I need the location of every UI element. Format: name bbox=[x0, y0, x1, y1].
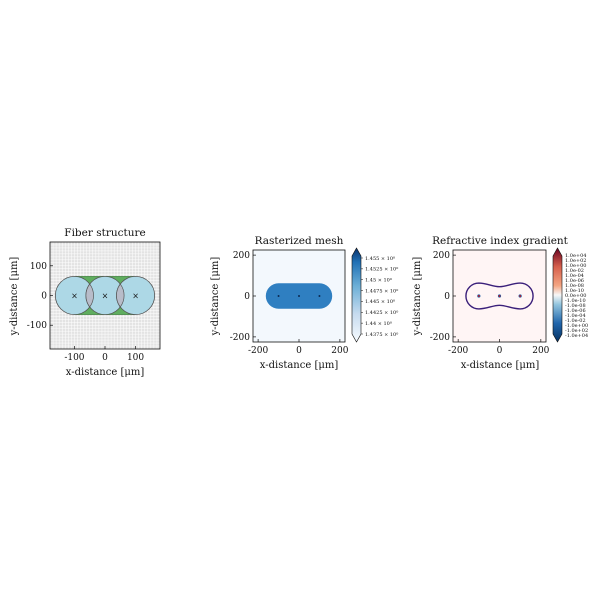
y-axis-label: y-distance [μm] bbox=[210, 257, 221, 337]
x-axis-label: x-distance [μm] bbox=[260, 360, 339, 371]
y-axis-label: y-distance [μm] bbox=[9, 257, 20, 337]
colorbar-label: 1.0e-04 bbox=[565, 273, 584, 279]
y-ticks: -100 0 100 bbox=[27, 262, 48, 331]
fiber-shapes: × × × bbox=[54, 276, 156, 315]
x-tick-label: 0 bbox=[296, 346, 302, 356]
fiber-overlap bbox=[85, 283, 94, 308]
colorbar-label: 1.0e-08 bbox=[565, 283, 584, 289]
core-marker: × bbox=[71, 292, 78, 301]
core-marker: × bbox=[102, 292, 109, 301]
colorbar-label: -1.0e-08 bbox=[565, 303, 586, 309]
core-dot bbox=[318, 295, 321, 297]
y-tick-label: 0 bbox=[444, 292, 450, 302]
y-ticks: -200 0 200 bbox=[430, 251, 451, 343]
colorbar-label: 1.0e+02 bbox=[565, 258, 586, 264]
x-tick-label: -200 bbox=[448, 346, 468, 356]
y-tick-label: -200 bbox=[430, 333, 450, 343]
x-tick-label: -200 bbox=[248, 346, 268, 356]
y-tick-label: -100 bbox=[27, 321, 47, 331]
x-tick-label: 100 bbox=[127, 353, 144, 363]
colorbar-label: 1.0e-02 bbox=[565, 268, 584, 274]
colorbar-label: 1.455 × 10⁰ bbox=[365, 256, 395, 262]
colorbar-label: 1.4475 × 10⁰ bbox=[365, 288, 398, 294]
colorbar-label: -1.0e+02 bbox=[565, 328, 588, 334]
x-axis-label: x-distance [μm] bbox=[461, 360, 540, 371]
colorbar-label: 1.0e-06 bbox=[565, 278, 584, 284]
colorbar-label: 1.4525 × 10⁰ bbox=[365, 267, 398, 273]
y-ticks: -200 0 200 bbox=[230, 251, 251, 343]
colorbar-label: 1.0e+04 bbox=[565, 253, 586, 259]
colorbar-label: -1.0e-04 bbox=[565, 313, 586, 319]
x-ticks: -100 0 100 bbox=[64, 353, 144, 363]
colorbar-label: 0.0e+00 bbox=[565, 293, 586, 299]
core-marker bbox=[518, 294, 522, 298]
colorbar: 1.0e+041.0e+021.0e+001.0e-021.0e-041.0e-… bbox=[552, 247, 588, 343]
y-tick-label: 200 bbox=[433, 251, 450, 261]
x-tick-label: 0 bbox=[102, 353, 108, 363]
colorbar-label: 1.4425 × 10⁰ bbox=[365, 310, 398, 316]
fiber-overlap bbox=[116, 283, 125, 308]
colorbar-labels: 1.455 × 10⁰ 1.4525 × 10⁰ 1.45 × 10⁰ 1.4475 … bbox=[361, 256, 398, 338]
colorbar-label: 1.445 × 10⁰ bbox=[365, 299, 395, 305]
core-marker bbox=[497, 294, 502, 298]
panel-title: Rasterized mesh bbox=[255, 235, 344, 247]
colorbar-label: 1.0e-10 bbox=[565, 288, 584, 294]
x-axis-label: x-distance [μm] bbox=[66, 367, 145, 378]
colorbar: 1.455 × 10⁰ 1.4525 × 10⁰ 1.45 × 10⁰ 1.4475 … bbox=[351, 247, 398, 343]
panel-title: Fiber structure bbox=[64, 227, 145, 239]
core-dot bbox=[298, 295, 300, 297]
x-ticks: -200 0 200 bbox=[448, 346, 550, 356]
y-axis-label: y-distance [μm] bbox=[412, 257, 423, 337]
x-ticks: -200 0 200 bbox=[248, 346, 349, 356]
core-marker: × bbox=[132, 292, 139, 301]
y-tick-label: 100 bbox=[30, 262, 47, 272]
colorbar-scale bbox=[351, 247, 362, 343]
tick-marks bbox=[50, 265, 136, 349]
core-marker bbox=[477, 294, 481, 298]
colorbar-label: -1.0e-06 bbox=[565, 308, 586, 314]
tick-marks bbox=[453, 254, 542, 342]
y-tick-label: 0 bbox=[41, 292, 47, 302]
y-tick-label: 0 bbox=[244, 292, 250, 302]
panel-rasterized-mesh: Rasterized mesh -200 0 200 -200 0 200 x-… bbox=[210, 235, 398, 371]
tick-marks bbox=[253, 254, 341, 342]
panel-title: Refractive index gradient bbox=[432, 235, 569, 247]
panel-fiber-structure: Fiber structure × × × -100 0 100 -100 0 … bbox=[9, 227, 161, 378]
colorbar-labels: 1.0e+041.0e+021.0e+001.0e-021.0e-041.0e-… bbox=[565, 253, 588, 339]
colorbar-scale bbox=[552, 247, 563, 343]
x-tick-label: 200 bbox=[532, 346, 549, 356]
y-tick-label: 200 bbox=[233, 251, 250, 261]
x-tick-label: -100 bbox=[64, 353, 84, 363]
colorbar-label: 1.0e+00 bbox=[565, 263, 586, 269]
x-tick-label: 0 bbox=[497, 346, 503, 356]
colorbar-label: -1.0e-10 bbox=[565, 298, 586, 304]
colorbar-label: 1.4375 × 10⁰ bbox=[365, 332, 398, 338]
colorbar-label: -1.0e+04 bbox=[565, 333, 588, 339]
core-dot bbox=[277, 295, 280, 297]
colorbar-label: 1.44 × 10⁰ bbox=[365, 321, 392, 327]
gradient-contour bbox=[465, 282, 534, 310]
colorbar-label: -1.0e+00 bbox=[565, 323, 588, 329]
colorbar-label: -1.0e-02 bbox=[565, 318, 586, 324]
panel-refractive-index-gradient: Refractive index gradient -200 0 200 -20… bbox=[412, 235, 588, 371]
x-tick-label: 200 bbox=[331, 346, 348, 356]
y-tick-label: -200 bbox=[230, 333, 250, 343]
colorbar-label: 1.45 × 10⁰ bbox=[365, 278, 392, 284]
